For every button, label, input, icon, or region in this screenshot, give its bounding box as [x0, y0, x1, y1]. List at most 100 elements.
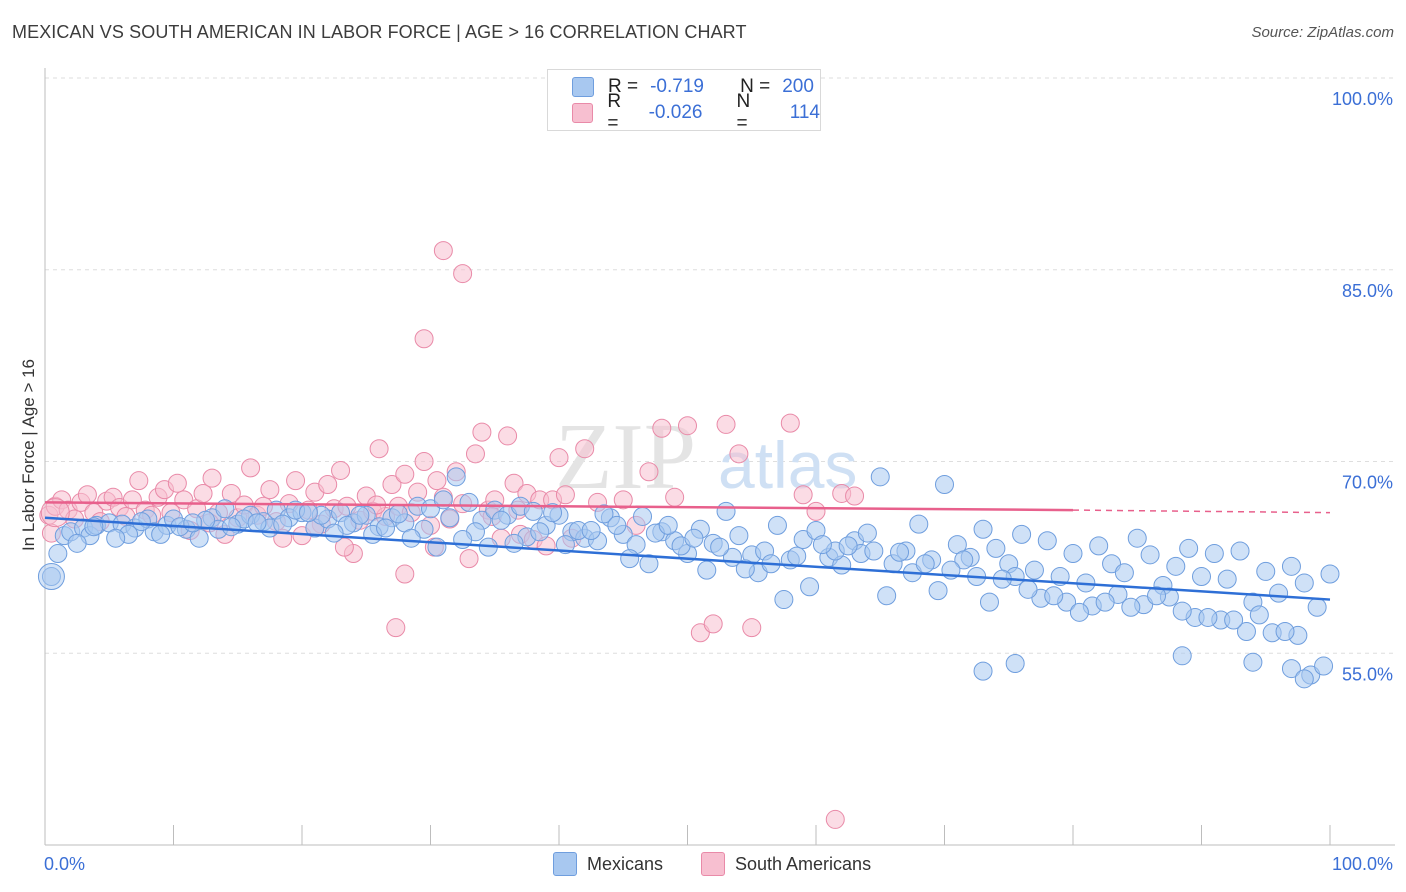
point-south-americans — [555, 485, 575, 505]
point-mexicans — [376, 518, 396, 538]
point-mexicans — [1018, 579, 1038, 599]
point-mexicans — [298, 503, 318, 523]
legend-swatch-pink — [572, 103, 594, 123]
legend-r-value: -0.026 — [648, 102, 703, 123]
legend-r-label: R = — [608, 76, 639, 97]
point-mexicans — [658, 515, 678, 535]
point-south-americans — [369, 439, 389, 459]
point-mexicans — [1294, 573, 1314, 593]
point-mexicans — [1179, 538, 1199, 558]
point-south-americans — [845, 486, 865, 506]
point-south-americans — [639, 462, 659, 482]
point-mexicans — [864, 541, 884, 561]
point-mexicans — [1224, 610, 1244, 630]
point-mexicans — [1044, 586, 1064, 606]
point-mexicans — [928, 581, 948, 601]
y-tick-label: 85.0% — [1342, 281, 1393, 301]
point-south-americans — [286, 471, 306, 491]
point-south-americans — [498, 426, 518, 446]
point-mexicans — [1307, 597, 1327, 617]
point-mexicans — [729, 526, 749, 546]
point-mexicans — [273, 514, 293, 534]
point-south-americans — [549, 448, 569, 468]
point-south-americans — [504, 473, 524, 493]
point-mexicans — [106, 528, 126, 548]
chart-title: MEXICAN VS SOUTH AMERICAN IN LABOR FORCE… — [12, 22, 747, 42]
point-south-americans — [825, 809, 845, 829]
point-mexicans — [1230, 541, 1250, 561]
point-south-americans — [678, 416, 697, 436]
point-mexicans — [1095, 592, 1115, 612]
point-mexicans — [446, 467, 466, 487]
grid-lines — [45, 77, 1395, 654]
point-south-americans — [427, 471, 447, 491]
point-mexicans — [1024, 560, 1044, 580]
point-mexicans — [633, 506, 653, 526]
point-mexicans — [1275, 622, 1295, 642]
point-mexicans — [440, 508, 460, 528]
point-mexicans — [1166, 556, 1186, 576]
bottom-legend-label: Mexicans — [587, 853, 664, 874]
point-mexicans — [543, 503, 563, 523]
point-south-americans — [793, 485, 813, 505]
point-mexicans — [870, 467, 890, 487]
point-mexicans — [1089, 536, 1109, 556]
point-mexicans — [350, 505, 370, 525]
point-south-americans — [260, 480, 280, 500]
point-mexicans — [1243, 652, 1263, 672]
point-mexicans — [979, 592, 999, 612]
point-mexicans — [530, 522, 550, 542]
point-mexicans — [183, 513, 203, 533]
point-mexicans — [620, 549, 640, 569]
point-mexicans — [767, 515, 787, 535]
point-mexicans — [716, 501, 736, 521]
point-south-americans — [386, 618, 406, 638]
point-mexicans — [607, 515, 627, 535]
bottom-legend-swatch-blue — [553, 852, 577, 876]
point-mexicans — [1256, 561, 1276, 581]
point-mexicans — [697, 560, 717, 580]
point-mexicans — [388, 504, 408, 524]
point-mexicans — [37, 563, 65, 591]
bottom-legend-south-americans: South Americans — [701, 852, 871, 876]
y-axis-label: In Labor Force | Age > 16 — [19, 359, 38, 551]
point-south-americans — [453, 264, 473, 284]
point-mexicans — [48, 544, 68, 564]
point-mexicans — [1192, 567, 1211, 587]
point-mexicans — [504, 533, 524, 553]
point-mexicans — [1217, 569, 1237, 589]
point-mexicans — [491, 510, 511, 530]
point-mexicans — [684, 528, 704, 548]
point-south-americans — [395, 464, 415, 484]
point-south-americans — [652, 418, 672, 438]
point-mexicans — [1320, 564, 1340, 584]
point-mexicans — [915, 554, 935, 574]
point-south-americans — [77, 485, 97, 505]
point-south-americans — [122, 490, 142, 510]
y-tick-label: 100.0% — [1332, 89, 1393, 109]
point-south-americans — [465, 444, 485, 464]
point-south-americans — [129, 471, 149, 491]
point-mexicans — [986, 538, 1006, 558]
point-mexicans — [774, 590, 794, 610]
point-mexicans — [459, 492, 479, 512]
point-south-americans — [382, 475, 402, 495]
trend-line-south-americans-extension — [1072, 509, 1331, 514]
point-mexicans — [800, 577, 820, 597]
y-tick-label: 70.0% — [1342, 473, 1393, 493]
axes — [44, 68, 1395, 846]
point-mexicans — [838, 536, 858, 556]
point-mexicans — [1172, 601, 1192, 621]
point-mexicans — [1012, 524, 1032, 544]
point-mexicans — [1198, 607, 1218, 627]
trend-line-mexicans — [44, 516, 1331, 601]
point-south-americans — [716, 414, 736, 434]
point-mexicans — [247, 513, 267, 533]
legend-n-value: 114 — [789, 102, 820, 123]
point-mexicans — [973, 661, 993, 681]
legend-n-label: N = — [736, 91, 751, 134]
point-mexicans — [1127, 528, 1147, 548]
bottom-legend-mexicans: Mexicans — [553, 852, 663, 876]
point-mexicans — [890, 542, 910, 562]
